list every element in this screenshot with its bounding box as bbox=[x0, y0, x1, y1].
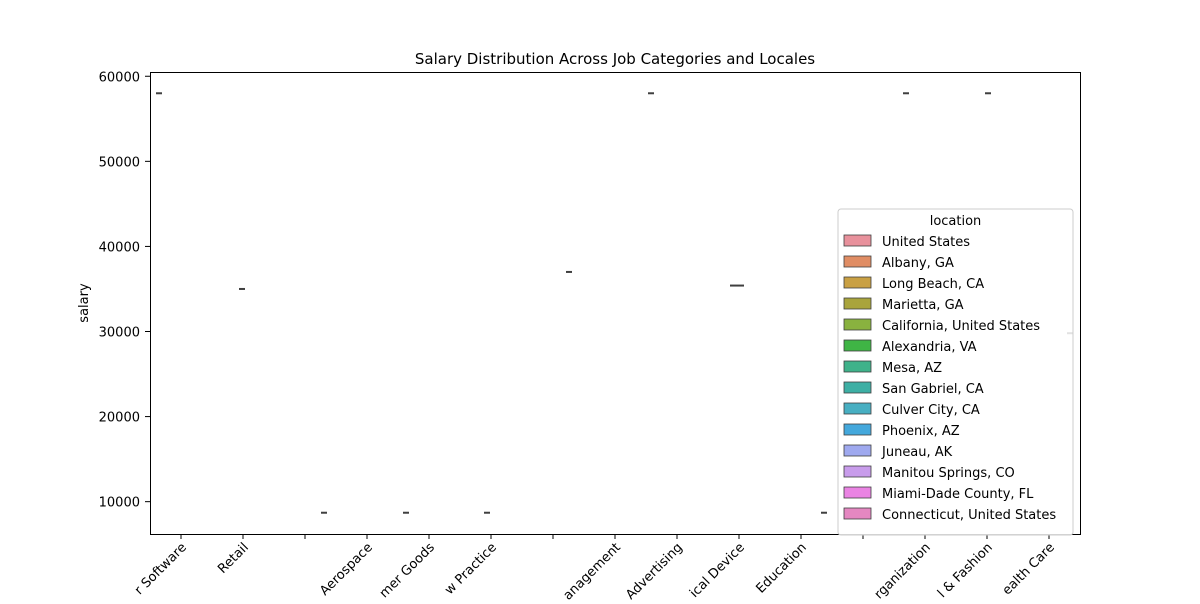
plot-frame bbox=[150, 72, 1081, 535]
x-axis: r Software Retail Aerospace mer Goods w Prac… bbox=[132, 534, 1058, 600]
y-axis: 10000 20000 30000 40000 50000 60000 bbox=[99, 70, 150, 511]
legend-swatch bbox=[843, 402, 872, 415]
legend-entry-label: Long Beach, CA bbox=[882, 277, 984, 292]
y-axis-label: salary bbox=[77, 283, 92, 323]
legend-entry-label: San Gabriel, CA bbox=[882, 382, 984, 397]
y-tick-label: 60000 bbox=[99, 70, 140, 85]
x-tick-label: anagement bbox=[561, 540, 624, 600]
legend-entry-label: Mesa, AZ bbox=[882, 361, 942, 376]
legend: location United States Albany, GA Long Beac… bbox=[837, 208, 1074, 536]
legend-swatch bbox=[843, 465, 872, 478]
legend-swatch bbox=[843, 360, 872, 373]
x-tick-label: w Practice bbox=[442, 540, 500, 598]
legend-entry-label: Culver City, CA bbox=[882, 403, 980, 418]
legend-swatch bbox=[843, 444, 872, 457]
legend-title: location bbox=[930, 214, 982, 229]
y-tick-label: 40000 bbox=[99, 240, 140, 255]
y-tick-label: 30000 bbox=[99, 326, 140, 341]
x-tick-label: l & Fashion bbox=[935, 540, 996, 600]
legend-swatch bbox=[843, 381, 872, 394]
legend-swatch bbox=[843, 276, 872, 289]
x-tick-label: ical Device bbox=[687, 540, 748, 600]
legend-swatch bbox=[843, 318, 872, 331]
x-tick-label: Advertising bbox=[623, 540, 686, 600]
x-tick-label: Education bbox=[753, 540, 809, 596]
box-marks bbox=[156, 92, 1073, 514]
legend-entry-label: Alexandria, VA bbox=[882, 340, 977, 355]
legend-swatch bbox=[843, 339, 872, 352]
legend-swatch bbox=[843, 234, 872, 247]
legend-entry-label: Phoenix, AZ bbox=[882, 424, 960, 439]
chart-title: Salary Distribution Across Job Categorie… bbox=[415, 50, 815, 68]
legend-entry-label: Manitou Springs, CO bbox=[882, 466, 1015, 481]
legend-entry-label: United States bbox=[882, 235, 970, 250]
x-tick-label: rganization bbox=[872, 540, 934, 600]
legend-box bbox=[837, 208, 1074, 536]
y-tick-label: 20000 bbox=[99, 411, 140, 426]
legend-entry-label: Miami-Dade County, FL bbox=[882, 487, 1034, 502]
legend-entry-label: Connecticut, United States bbox=[882, 508, 1056, 523]
legend-swatch bbox=[843, 255, 872, 268]
legend-entry-label: Marietta, GA bbox=[882, 298, 964, 313]
legend-entry-label: California, United States bbox=[882, 319, 1040, 334]
x-tick-label: ealth Care bbox=[1000, 540, 1058, 598]
x-tick-label: r Software bbox=[132, 540, 190, 598]
x-tick-label: Aerospace bbox=[317, 540, 376, 599]
legend-swatch bbox=[843, 423, 872, 436]
legend-entry-label: Albany, GA bbox=[882, 256, 954, 271]
x-tick-label: mer Goods bbox=[377, 540, 438, 600]
legend-swatch bbox=[843, 486, 872, 499]
legend-swatch bbox=[843, 297, 872, 310]
legend-entry-label: Juneau, AK bbox=[881, 445, 953, 460]
y-tick-label: 10000 bbox=[99, 496, 140, 511]
y-tick-label: 50000 bbox=[99, 155, 140, 170]
legend-swatch bbox=[843, 507, 872, 520]
x-tick-label: Retail bbox=[215, 540, 252, 577]
